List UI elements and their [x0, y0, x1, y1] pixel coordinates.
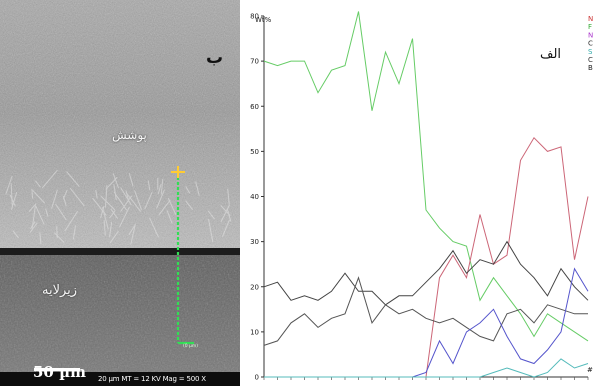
dendrite-streak: [120, 187, 132, 206]
dendrite-streak: [55, 203, 67, 221]
dendrite-streak: [95, 189, 98, 199]
series-line-4: [263, 276, 588, 346]
y-tick-label: 10: [250, 328, 259, 336]
series-line-2: [264, 136, 589, 378]
dendrite-streak: [72, 225, 77, 240]
dendrite-streak: [226, 208, 232, 222]
dendrite-streak: [53, 232, 65, 243]
dendrite-streak: [66, 171, 80, 187]
dendrite-streak: [113, 183, 117, 201]
series-line-1: [263, 11, 589, 342]
panel-letter-b: ب: [206, 48, 224, 68]
substrate-label: زیرلایه: [42, 283, 78, 298]
y-tick-label: 70: [250, 58, 259, 66]
y-tick-label: 0: [255, 374, 259, 382]
legend-entry: C: [588, 56, 593, 64]
micrograph-image: (0 µm): [0, 0, 240, 386]
dendrite-streak: [149, 217, 159, 238]
x-axis-end-mark: #: [587, 366, 593, 374]
y-tick-label: 40: [250, 193, 259, 201]
dendrite-streak: [31, 205, 36, 229]
scan-line-tag: (0 µm): [183, 343, 198, 349]
dendrite-streak: [103, 220, 106, 236]
dendrite-streak: [120, 195, 133, 212]
dendrite-streak: [160, 178, 164, 195]
legend-entry: F: [588, 23, 592, 31]
dendrite-streak: [195, 181, 200, 196]
dendrite-streak: [156, 189, 166, 209]
dendrite-streak: [12, 230, 19, 239]
dendrite-streak: [35, 206, 45, 225]
dendrite-streak: [130, 223, 136, 245]
dendrite-streak: [62, 195, 67, 207]
dendrite-streak: [113, 191, 128, 211]
dendrite-streak: [112, 173, 120, 189]
legend-entry: N: [588, 15, 593, 23]
dendrite-streak: [29, 222, 38, 233]
dendrite-streak: [166, 210, 173, 224]
legend-entry: C: [588, 40, 593, 48]
dendrite-streak: [105, 176, 118, 190]
dendrite-streak: [167, 197, 177, 215]
dendrite-streak: [185, 200, 194, 211]
dendrite-streak: [128, 173, 134, 187]
dendrite-streak: [28, 203, 37, 212]
dendrite-streak: [101, 207, 109, 230]
dendrite-streak: [64, 210, 79, 232]
dendrite-streak: [207, 210, 215, 220]
dendrite-streak: [39, 232, 42, 245]
dendrite-streak: [134, 190, 142, 210]
dendrite-streak: [157, 183, 162, 195]
dendrite-streak: [147, 180, 151, 191]
y-tick-label: 20: [250, 283, 259, 291]
y-tick-label: 50: [250, 148, 259, 156]
series-line-3: [263, 240, 589, 306]
dendrite-streak: [144, 192, 153, 210]
series-line-6: [264, 358, 589, 378]
dendrite-streak: [220, 204, 230, 223]
dendrite-streak: [5, 175, 13, 195]
dendrite-streak: [41, 169, 58, 189]
dendrite-streak: [208, 219, 214, 242]
dendrite-streak: [51, 189, 58, 209]
y-tick-label: 60: [250, 103, 259, 111]
dendrite-streak: [125, 190, 130, 202]
legend-entry: B: [588, 64, 593, 72]
dendrite-streak: [100, 195, 116, 211]
dendrite-streak: [125, 192, 141, 212]
dendrite-streak: [227, 188, 230, 205]
dendrite-streak: [128, 225, 135, 236]
dendrite-streak: [109, 221, 113, 238]
dendrite-streak: [118, 206, 130, 228]
dendrite-streak: [185, 186, 191, 194]
dendrite-streak: [109, 210, 116, 219]
dendrite-streak: [109, 230, 119, 244]
dendrite-streak: [100, 205, 105, 219]
legend-entry: N: [588, 31, 593, 39]
y-tick-label: 30: [250, 238, 259, 246]
dendrite-streak: [9, 194, 16, 207]
dendrite-streak: [10, 183, 13, 208]
dendrite-streak: [69, 187, 85, 207]
y-tick-label: 80: [250, 13, 259, 21]
chart-series: [263, 11, 589, 378]
dendrite-streak: [221, 219, 230, 237]
scale-bar-text: 50 µm: [33, 363, 86, 381]
dendrite-streak: [45, 208, 49, 217]
sem-info-bar: 20 µm MT = 12 KV Mag = 500 X: [98, 375, 206, 383]
sem-micrograph: (0 µm) ب پوشش زیرلایه 50 µm 20 µm MT = 1…: [0, 0, 240, 386]
dendrite-streak: [34, 180, 41, 188]
dendrite-streak: [110, 208, 119, 219]
chart-annotation: الف: [540, 47, 561, 62]
y-axis-label: Wt%: [255, 16, 272, 24]
coating-label: پوشش: [112, 128, 147, 142]
dendrite-streak: [158, 199, 171, 216]
chart-axes: 0 10 20 30 40 50 60 70 80: [250, 13, 589, 382]
legend-entry: S: [588, 48, 593, 56]
dendrite-streak: [31, 188, 34, 199]
dendrite-streak: [32, 190, 46, 204]
